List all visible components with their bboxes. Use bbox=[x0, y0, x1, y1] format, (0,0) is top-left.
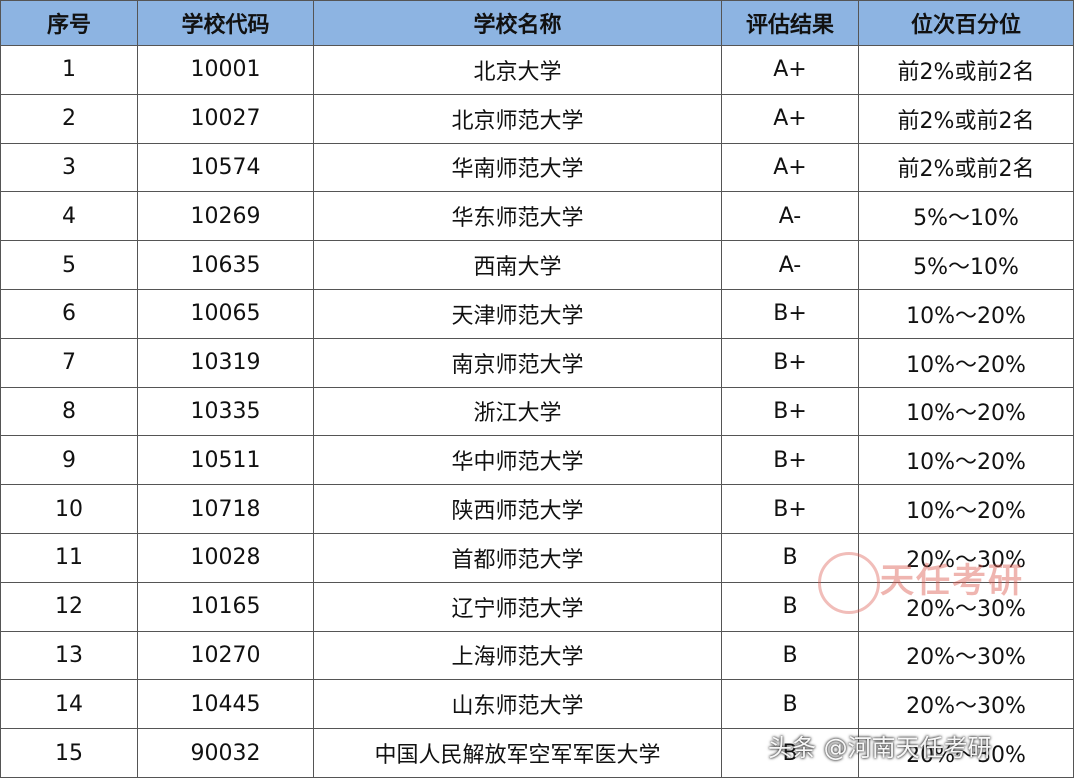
table-cell: 10635 bbox=[137, 240, 314, 290]
table-cell: A+ bbox=[721, 93, 859, 144]
table-row: 3 10574 华南师范大学 A+ 前2%或前2名 bbox=[0, 142, 1074, 193]
table-row: 13 10270 上海师范大学 B 20%～30% bbox=[0, 630, 1074, 681]
table-cell: 10718 bbox=[137, 484, 314, 534]
header-cell: 位次百分位 bbox=[858, 0, 1074, 46]
table-cell: 20%～30% bbox=[858, 679, 1074, 730]
table-cell: 10269 bbox=[137, 191, 314, 242]
table-cell: B+ bbox=[721, 337, 859, 388]
table-cell: 西南大学 bbox=[313, 240, 722, 290]
table-cell: 20%～30% bbox=[858, 630, 1074, 681]
table-cell: 10270 bbox=[137, 630, 314, 681]
table-body: 1 10001 北京大学 A+ 前2%或前2名 2 10027 北京师范大学 A+ 前2%或前2名… bbox=[0, 45, 1074, 778]
table-row: 5 10635 西南大学 A- 5%～10% bbox=[0, 240, 1074, 290]
table-cell: 4 bbox=[0, 191, 138, 242]
watermark-logo bbox=[818, 552, 880, 614]
table-cell: A- bbox=[721, 191, 859, 242]
table-cell: A+ bbox=[721, 45, 859, 95]
table-cell: 上海师范大学 bbox=[313, 630, 722, 681]
table-cell: 10%～20% bbox=[858, 484, 1074, 534]
table-row: 12 10165 辽宁师范大学 B 20%～30% bbox=[0, 581, 1074, 632]
table-cell: 7 bbox=[0, 337, 138, 388]
table-cell: 10%～20% bbox=[858, 435, 1074, 486]
table-row: 14 10445 山东师范大学 B 20%～30% bbox=[0, 679, 1074, 730]
table-cell: 10165 bbox=[137, 581, 314, 632]
table-row: 2 10027 北京师范大学 A+ 前2%或前2名 bbox=[0, 93, 1074, 144]
header-cell: 学校代码 bbox=[137, 0, 314, 46]
table-cell: 10319 bbox=[137, 337, 314, 388]
watermark-credit: 头条 @河南天任考研 bbox=[768, 734, 992, 762]
table-cell: 华南师范大学 bbox=[313, 142, 722, 193]
table-cell: 华中师范大学 bbox=[313, 435, 722, 486]
table-cell: 9 bbox=[0, 435, 138, 486]
table-cell: 5%～10% bbox=[858, 240, 1074, 290]
table-cell: 10%～20% bbox=[858, 288, 1074, 339]
table-cell: 10 bbox=[0, 484, 138, 534]
table-cell: 10%～20% bbox=[858, 337, 1074, 388]
table-cell: 90032 bbox=[137, 728, 314, 778]
header-cell: 学校名称 bbox=[313, 0, 722, 46]
header-cell: 评估结果 bbox=[721, 0, 859, 46]
table-cell: B bbox=[721, 728, 859, 778]
table-row: 1 10001 北京大学 A+ 前2%或前2名 bbox=[0, 45, 1074, 95]
table-cell: 中国人民解放军空军军医大学 bbox=[313, 728, 722, 778]
table-cell: 10445 bbox=[137, 679, 314, 730]
table-cell: 前2%或前2名 bbox=[858, 142, 1074, 193]
table-cell: 南京师范大学 bbox=[313, 337, 722, 388]
table-cell: 华东师范大学 bbox=[313, 191, 722, 242]
table-cell: 山东师范大学 bbox=[313, 679, 722, 730]
table-cell: 前2%或前2名 bbox=[858, 45, 1074, 95]
table-cell: 浙江大学 bbox=[313, 386, 722, 437]
table-cell: 天津师范大学 bbox=[313, 288, 722, 339]
table-cell: 首都师范大学 bbox=[313, 532, 722, 583]
table-cell: 15 bbox=[0, 728, 138, 778]
table-cell: B+ bbox=[721, 288, 859, 339]
table-cell: 20%～30% bbox=[858, 728, 1074, 778]
table-row: 8 10335 浙江大学 B+ 10%～20% bbox=[0, 386, 1074, 437]
header-cell: 序号 bbox=[0, 0, 138, 46]
table-cell: B+ bbox=[721, 386, 859, 437]
table-cell: 陕西师范大学 bbox=[313, 484, 722, 534]
table-cell: 10335 bbox=[137, 386, 314, 437]
table-cell: 北京师范大学 bbox=[313, 93, 722, 144]
table-cell: 5 bbox=[0, 240, 138, 290]
table-cell: A+ bbox=[721, 142, 859, 193]
table-row: 9 10511 华中师范大学 B+ 10%～20% bbox=[0, 435, 1074, 486]
header-row: 序号 学校代码 学校名称 评估结果 位次百分位 bbox=[0, 0, 1074, 46]
table-row: 6 10065 天津师范大学 B+ 10%～20% bbox=[0, 288, 1074, 339]
table-cell: 北京大学 bbox=[313, 45, 722, 95]
table-row: 15 90032 中国人民解放军空军军医大学 B 20%～30% bbox=[0, 728, 1074, 778]
table-cell: 6 bbox=[0, 288, 138, 339]
table-cell: 10027 bbox=[137, 93, 314, 144]
table-row: 4 10269 华东师范大学 A- 5%～10% bbox=[0, 191, 1074, 242]
table-cell: 13 bbox=[0, 630, 138, 681]
table-cell: B bbox=[721, 679, 859, 730]
watermark-text: 天任考研 bbox=[880, 561, 1024, 601]
table-cell: 10574 bbox=[137, 142, 314, 193]
table-cell: 11 bbox=[0, 532, 138, 583]
table-cell: B+ bbox=[721, 435, 859, 486]
table-cell: 辽宁师范大学 bbox=[313, 581, 722, 632]
table-cell: 前2%或前2名 bbox=[858, 93, 1074, 144]
table-cell: B bbox=[721, 630, 859, 681]
table-cell: 2 bbox=[0, 93, 138, 144]
table-cell: 10001 bbox=[137, 45, 314, 95]
table-cell: 12 bbox=[0, 581, 138, 632]
table-cell: 10065 bbox=[137, 288, 314, 339]
table-row: 10 10718 陕西师范大学 B+ 10%～20% bbox=[0, 484, 1074, 534]
table-cell: 10028 bbox=[137, 532, 314, 583]
table-cell: 10%～20% bbox=[858, 386, 1074, 437]
table-cell: A- bbox=[721, 240, 859, 290]
table-cell: 10511 bbox=[137, 435, 314, 486]
table-cell: 3 bbox=[0, 142, 138, 193]
table-cell: 8 bbox=[0, 386, 138, 437]
table-row: 7 10319 南京师范大学 B+ 10%～20% bbox=[0, 337, 1074, 388]
table-cell: 1 bbox=[0, 45, 138, 95]
table-cell: 14 bbox=[0, 679, 138, 730]
table-cell: 5%～10% bbox=[858, 191, 1074, 242]
table-cell: B+ bbox=[721, 484, 859, 534]
